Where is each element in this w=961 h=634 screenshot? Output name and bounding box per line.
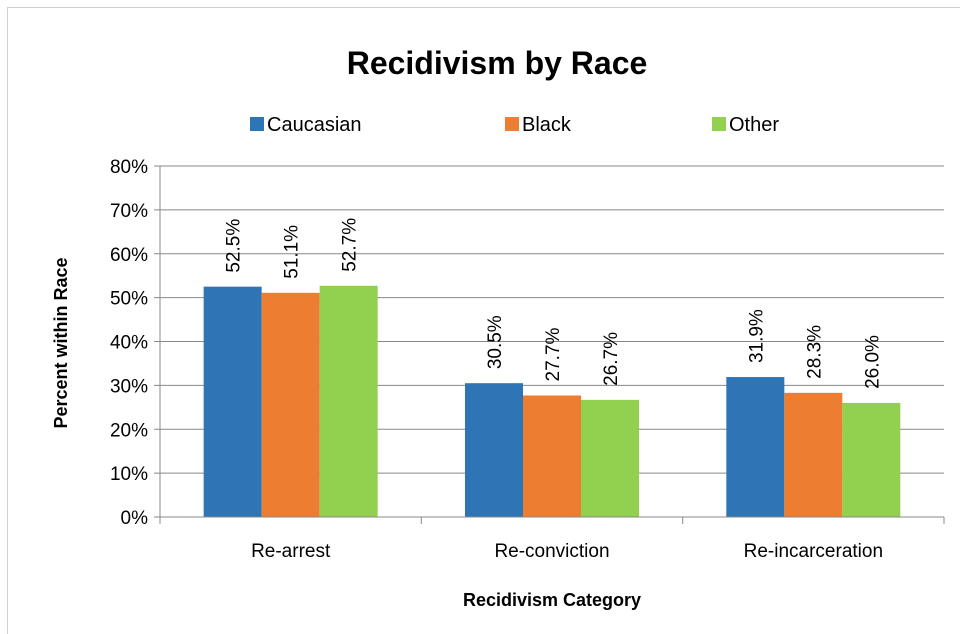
data-labels: 52.5% 51.1% 52.7% 30.5% 27.7% 26.7% 31.9% 28.3%… [224, 218, 884, 389]
data-label: 52.7% [340, 218, 361, 272]
bar-black-re-incarceration [784, 392, 843, 517]
y-tick-label: 50% [110, 289, 148, 310]
bar-black-re-arrest [261, 292, 320, 517]
bar-black-re-conviction [523, 395, 581, 517]
x-tick-label: Re-arrest [251, 541, 331, 562]
legend: Caucasian Black Other [250, 114, 779, 136]
data-label: 26.7% [601, 332, 622, 386]
y-tick-label: 40% [110, 333, 148, 354]
legend-item-other: Other [712, 114, 779, 136]
data-label: 28.3% [804, 325, 825, 379]
data-label: 27.7% [543, 327, 564, 381]
x-axis: Re-arrest Re-conviction Re-incarceration [159, 166, 945, 562]
bar-other-re-conviction [581, 399, 639, 517]
y-tick-label: 70% [110, 201, 148, 222]
data-label: 51.1% [282, 225, 303, 279]
y-axis-title: Percent within Race [51, 257, 71, 428]
y-tick-label: 20% [110, 420, 148, 441]
legend-label: Black [522, 114, 572, 136]
legend-swatch [250, 117, 264, 131]
legend-label: Other [729, 114, 779, 136]
bar-caucasian-re-incarceration [726, 377, 785, 517]
data-label: 30.5% [485, 315, 506, 369]
y-tick-label: 30% [110, 376, 148, 397]
legend-swatch [712, 117, 726, 131]
chart-title: Recidivism by Race [347, 45, 648, 81]
legend-item-black: Black [505, 114, 572, 136]
legend-label: Caucasian [267, 114, 362, 136]
bar-caucasian-re-arrest [203, 286, 262, 517]
x-tick-label: Re-conviction [494, 541, 609, 562]
bar-caucasian-re-conviction [465, 383, 523, 517]
bars [203, 285, 901, 517]
x-tick-label: Re-incarceration [744, 541, 883, 562]
data-label: 52.5% [224, 219, 245, 273]
y-tick-label: 80% [110, 157, 148, 178]
y-axis-ticks: 0% 10% 20% 30% 40% 50% 60% 70% 80% [110, 157, 160, 529]
y-tick-label: 60% [110, 245, 148, 266]
bar-other-re-incarceration [842, 402, 901, 517]
data-label: 31.9% [746, 309, 767, 363]
bar-other-re-arrest [319, 285, 378, 517]
x-axis-title: Recidivism Category [463, 590, 641, 610]
legend-swatch [505, 117, 519, 131]
data-label: 26.0% [862, 335, 883, 389]
y-tick-label: 0% [121, 508, 149, 529]
chart-frame [7, 7, 960, 634]
y-tick-label: 10% [110, 464, 148, 485]
legend-item-caucasian: Caucasian [250, 114, 362, 136]
